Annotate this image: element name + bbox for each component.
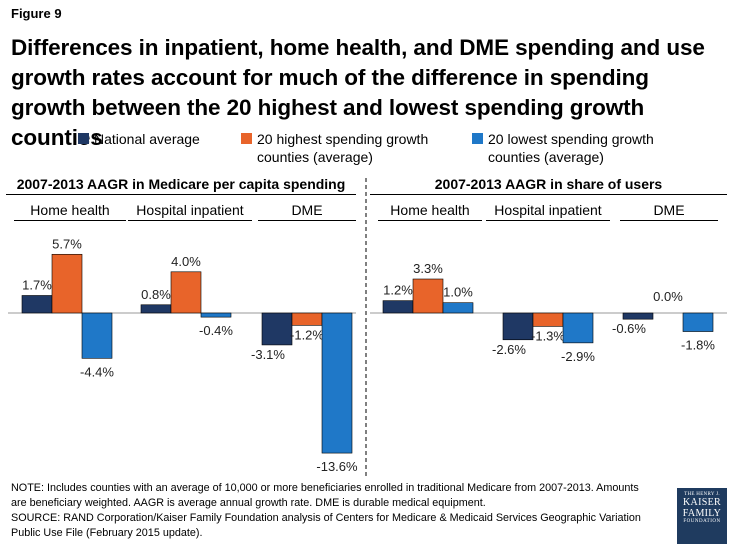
legend-item-lowest: 20 lowest spending growth counties (aver… bbox=[472, 130, 682, 166]
source-text: SOURCE: RAND Corporation/Kaiser Family F… bbox=[11, 512, 641, 539]
legend-swatch-highest bbox=[241, 133, 252, 144]
label-spending-home-health-series3: -4.4% bbox=[80, 364, 114, 379]
bar-spending-dme-series1 bbox=[261, 312, 293, 346]
right-category-underline-2 bbox=[486, 220, 610, 221]
right-category-hospital-inpatient: Hospital inpatient bbox=[494, 202, 602, 218]
bar-spending-home-health-series1 bbox=[21, 295, 53, 314]
label-users-hospital-inpatient-series3: -2.9% bbox=[561, 349, 595, 364]
bar-spending-home-health-series2 bbox=[51, 253, 83, 314]
right-panel-title: 2007-2013 AAGR in share of users bbox=[434, 176, 663, 192]
logo-line-3: FAMILY bbox=[682, 508, 722, 519]
label-spending-dme-series2: -1.2% bbox=[290, 327, 324, 342]
legend-label-lowest: 20 lowest spending growth counties (aver… bbox=[488, 131, 654, 165]
bar-users-hospital-inpatient-series2 bbox=[532, 312, 564, 327]
right-category-underline-3 bbox=[620, 220, 718, 221]
right-category-home-health: Home health bbox=[390, 202, 470, 218]
logo-line-2: KAISER bbox=[683, 497, 721, 508]
right-panel-underline bbox=[370, 194, 727, 195]
note-text: NOTE: Includes counties with an average … bbox=[11, 482, 639, 509]
label-users-home-health-series3: 1.0% bbox=[443, 285, 473, 300]
left-category-underline-3 bbox=[258, 220, 356, 221]
bar-spending-home-health-series3 bbox=[81, 312, 113, 359]
footnote: NOTE: Includes counties with an average … bbox=[11, 481, 651, 541]
logo-line-4: FOUNDATION bbox=[683, 519, 721, 524]
legend-item-highest: 20 highest spending growth counties (ave… bbox=[241, 130, 451, 166]
label-users-hospital-inpatient-series2: -1.3% bbox=[531, 328, 565, 343]
left-category-underline-2 bbox=[128, 220, 252, 221]
label-spending-hospital-inpatient-series2: 4.0% bbox=[171, 254, 201, 269]
bar-users-hospital-inpatient-series3 bbox=[562, 312, 594, 344]
bar-users-home-health-series3 bbox=[442, 302, 474, 314]
left-category-hospital-inpatient: Hospital inpatient bbox=[136, 202, 244, 218]
bar-spending-hospital-inpatient-series3 bbox=[200, 312, 232, 318]
logo-line-1: THE HENRY J. bbox=[684, 492, 720, 497]
legend-item-national: National average bbox=[78, 130, 228, 148]
left-category-dme: DME bbox=[291, 202, 323, 218]
legend-swatch-lowest bbox=[472, 133, 483, 144]
label-users-home-health-series2: 3.3% bbox=[413, 261, 443, 276]
bar-spending-dme-series3 bbox=[321, 312, 353, 454]
left-panel-title: 2007-2013 AAGR in Medicare per capita sp… bbox=[16, 176, 346, 192]
bar-users-home-health-series1 bbox=[382, 300, 414, 314]
bar-users-home-health-series2 bbox=[412, 278, 444, 314]
right-category-dme: DME bbox=[653, 202, 685, 218]
bar-users-dme-series1 bbox=[622, 312, 654, 320]
label-spending-dme-series1: -3.1% bbox=[251, 347, 285, 362]
legend-label-highest: 20 highest spending growth counties (ave… bbox=[257, 131, 429, 165]
bar-users-dme-series3 bbox=[682, 312, 714, 332]
bar-spending-hospital-inpatient-series1 bbox=[140, 304, 172, 314]
label-users-dme-series2: 0.0% bbox=[653, 289, 683, 304]
legend-swatch-national bbox=[78, 133, 89, 144]
label-users-hospital-inpatient-series1: -2.6% bbox=[492, 342, 526, 357]
label-spending-hospital-inpatient-series1: 0.8% bbox=[141, 287, 171, 302]
bar-users-hospital-inpatient-series1 bbox=[502, 312, 534, 341]
label-spending-dme-series3: -13.6% bbox=[316, 459, 358, 474]
label-spending-home-health-series2: 5.7% bbox=[52, 236, 82, 251]
bar-spending-hospital-inpatient-series2 bbox=[170, 271, 202, 314]
label-users-dme-series1: -0.6% bbox=[612, 321, 646, 336]
right-category-underline-1 bbox=[378, 220, 482, 221]
label-spending-hospital-inpatient-series3: -0.4% bbox=[199, 323, 233, 338]
left-panel-underline bbox=[6, 194, 356, 195]
label-users-dme-series3: -1.8% bbox=[681, 338, 715, 353]
figure-label: Figure 9 bbox=[11, 6, 62, 21]
legend-label-national: National average bbox=[94, 131, 200, 147]
bar-spending-dme-series2 bbox=[291, 312, 323, 326]
chart-title: Differences in inpatient, home health, a… bbox=[11, 35, 705, 150]
label-spending-home-health-series1: 1.7% bbox=[22, 277, 52, 292]
left-category-home-health: Home health bbox=[30, 202, 110, 218]
left-category-underline-1 bbox=[14, 220, 126, 221]
label-users-home-health-series1: 1.2% bbox=[383, 283, 413, 298]
kff-logo: THE HENRY J. KAISER FAMILY FOUNDATION bbox=[677, 488, 727, 544]
